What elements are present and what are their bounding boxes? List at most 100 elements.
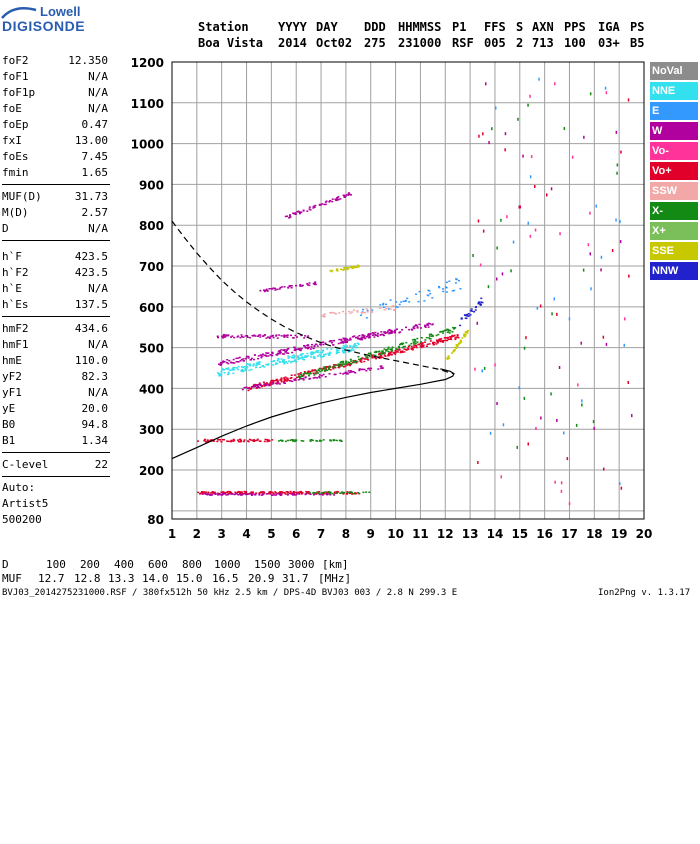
echo-point [247, 440, 249, 442]
echo-point [390, 353, 393, 356]
echo-point [346, 364, 349, 366]
noise-point [558, 366, 561, 369]
echo-point [419, 342, 422, 345]
echo-point [233, 362, 236, 364]
echo-point [261, 491, 264, 494]
noise-point [519, 205, 521, 209]
echo-point [276, 362, 279, 365]
profile-layer [171, 220, 455, 460]
noise-point [627, 381, 629, 384]
echo-point [258, 363, 261, 366]
echo-point [270, 360, 273, 363]
echo-point [339, 492, 342, 494]
hdr-label-axn: AXN [532, 20, 554, 34]
noise-point [512, 240, 515, 244]
echo-point [253, 354, 256, 356]
echo-point [393, 351, 396, 354]
auto-artist: Artist5 [2, 497, 49, 510]
echo-point [381, 353, 384, 355]
echo-point [329, 492, 331, 495]
echo-point [288, 356, 291, 358]
echo-point [316, 377, 318, 379]
echo-point [205, 491, 207, 493]
y-tick-label: 400 [139, 382, 164, 396]
echo-point [354, 492, 357, 495]
x-tick-label: 3 [218, 527, 226, 541]
echo-point [256, 384, 258, 386]
legend-item-sse: SSE [650, 242, 698, 260]
echo-point [218, 363, 220, 365]
echo-point [449, 337, 452, 339]
echo-point [317, 369, 320, 372]
echo-point [398, 346, 401, 349]
echo-point [254, 384, 257, 386]
echo-point [213, 491, 216, 494]
echo-point [242, 358, 245, 360]
echo-point [336, 270, 339, 272]
echo-point [450, 335, 453, 338]
echo-point [349, 363, 352, 365]
echo-point [432, 343, 435, 346]
echo-point [381, 356, 384, 359]
echo-point [293, 494, 296, 496]
echo-point [470, 308, 473, 310]
echo-point [271, 491, 274, 494]
echo-point [263, 334, 266, 336]
echo-point [236, 361, 239, 363]
echo-point [271, 379, 274, 382]
echo-point [452, 351, 455, 353]
echo-point [255, 366, 258, 369]
echo-point [268, 383, 271, 385]
echo-point [228, 369, 231, 371]
echo-point [275, 362, 277, 364]
echo-point [279, 492, 282, 494]
echo-point [394, 353, 397, 355]
echo-point [246, 335, 249, 337]
echo-point [265, 382, 268, 384]
echo-point [388, 332, 391, 334]
echo-point [329, 351, 332, 354]
echo-point [228, 360, 231, 362]
echo-point [313, 345, 316, 347]
echo-point [402, 300, 405, 303]
echo-point [410, 328, 413, 331]
noise-point [600, 255, 603, 259]
echo-point [299, 357, 302, 360]
noise-point [583, 135, 585, 139]
echo-point [326, 493, 329, 496]
echo-point [355, 266, 358, 269]
param-row: C-level 22 [2, 458, 108, 474]
echo-point [320, 356, 323, 358]
echo-point [220, 363, 223, 366]
echo-point [316, 491, 319, 493]
echo-point [261, 385, 264, 387]
echo-point [253, 439, 255, 441]
param-value: 434.6 [74, 322, 108, 335]
plot-frame [171, 61, 645, 520]
echo-point [463, 314, 466, 316]
echo-point [354, 359, 357, 362]
echo-point [324, 367, 327, 370]
echo-point [464, 334, 467, 336]
echo-point [250, 387, 253, 390]
param-value: 94.8 [81, 418, 109, 431]
noise-point [481, 369, 483, 373]
echo-point [309, 371, 312, 374]
echo-point [334, 491, 337, 493]
echo-point [313, 352, 316, 354]
echo-point [250, 439, 253, 441]
echo-point [360, 358, 363, 361]
echo-point [280, 381, 283, 383]
echo-point [268, 288, 271, 290]
echo-point [314, 376, 317, 379]
echo-point [267, 355, 270, 357]
echo-point [276, 337, 279, 339]
param-row: foF2 12.350 [2, 54, 108, 70]
echo-point [447, 355, 450, 357]
echo-point [361, 368, 364, 371]
echo-point [197, 491, 200, 494]
echo-point [290, 374, 293, 376]
echo-point [283, 353, 286, 355]
echo-point [257, 355, 260, 357]
echo-point [217, 439, 220, 441]
